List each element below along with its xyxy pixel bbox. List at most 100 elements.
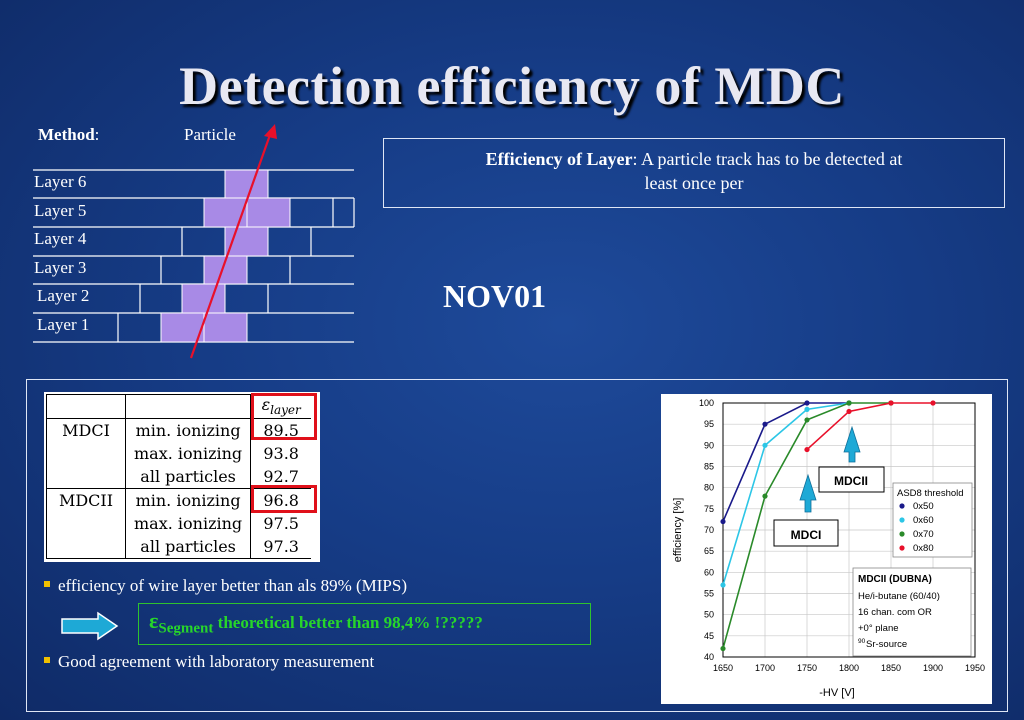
y-tick-label: 80: [704, 483, 714, 493]
efficiency-definition-title: Efficiency of Layer: [485, 149, 633, 169]
data-point: [846, 400, 852, 406]
data-point: [720, 645, 726, 652]
efficiency-definition-box: Efficiency of Layer: A particle track ha…: [383, 138, 1005, 208]
table-cell-condition: max. ionizing: [125, 442, 252, 465]
info-line: 16 chan. com OR: [858, 607, 932, 618]
data-point: [888, 400, 894, 406]
bullet-item: efficiency of wire layer better than als…: [44, 576, 407, 596]
data-point: [720, 518, 726, 525]
table-row: MDCII min. ionizing 96.8: [46, 488, 312, 512]
hit-cell: [203, 312, 248, 343]
efficiency-table-image: εlayer MDCI min. ionizing 89.5 max. ioni…: [44, 392, 320, 562]
hit-cell: [181, 283, 226, 314]
x-tick-label: 1950: [965, 663, 985, 673]
particle-label: Particle: [184, 125, 236, 144]
nov01-label: NOV01: [443, 278, 547, 314]
table-cell-condition: all particles: [125, 535, 252, 559]
data-point: [804, 406, 810, 412]
table-header-epsilon: εlayer: [250, 394, 312, 419]
hit-cell: [203, 197, 248, 228]
layer-label-4: Layer 4: [34, 229, 87, 248]
mdci-annotation: MDCI: [773, 473, 839, 547]
layer-label-3: Layer 3: [34, 258, 87, 277]
legend-entry: 0x70: [913, 529, 934, 540]
y-tick-label: 65: [704, 546, 714, 556]
table-header-row: εlayer: [46, 394, 312, 419]
epsilon-sub: layer: [270, 403, 301, 418]
legend-entry: 0x60: [913, 515, 934, 526]
bullet-square-icon: [44, 657, 50, 664]
method-colon: :: [94, 125, 100, 144]
data-point: [804, 417, 810, 423]
legend-marker: [899, 503, 905, 509]
method-label-text: Method: [38, 125, 95, 144]
efficiency-table: εlayer MDCI min. ionizing 89.5 max. ioni…: [46, 394, 312, 559]
legend-marker: [899, 517, 905, 523]
right-arrow-icon: [61, 611, 119, 641]
table-cell-value: 97.3: [250, 535, 312, 559]
bullet-square-icon: [44, 581, 50, 588]
data-point: [762, 442, 768, 448]
y-tick-label: 45: [704, 631, 714, 641]
table-cell-condition: all particles: [125, 465, 252, 489]
hit-cell: [224, 169, 269, 199]
legend-marker: [899, 545, 905, 551]
y-tick-label: 100: [699, 398, 714, 408]
page-title: Detection efficiency of MDC: [179, 56, 845, 116]
table-cell-value: 92.7: [263, 467, 299, 486]
y-tick-label: 50: [704, 610, 714, 620]
table-row: all particles 92.7: [46, 465, 312, 489]
mdcii-label: MDCII: [834, 474, 868, 488]
data-point: [846, 408, 852, 415]
table-cell-condition: max. ionizing: [125, 512, 252, 535]
results-panel: [26, 379, 1008, 712]
segment-text: theoretical better than 98,4% !?????: [213, 613, 483, 632]
layer-label-1: Layer 1: [37, 315, 90, 334]
hit-cell: [246, 197, 291, 228]
up-arrow-icon: [843, 425, 861, 463]
x-tick-label: 1900: [923, 663, 943, 673]
data-point: [762, 421, 768, 427]
data-point: [804, 400, 810, 406]
info-line: He/i-butane (60/40): [858, 591, 940, 602]
y-tick-label: 70: [704, 525, 714, 535]
data-point: [762, 493, 768, 499]
y-tick-label: 95: [704, 419, 714, 429]
y-tick-label: 90: [704, 440, 714, 450]
x-tick-label: 1800: [839, 663, 859, 673]
efficiency-definition-text: : A particle track has to be detected at: [632, 149, 903, 169]
efficiency-definition-line2: least once per: [644, 173, 744, 193]
series-0x60: [720, 400, 852, 588]
bullet-text: Good agreement with laboratory measureme…: [58, 652, 375, 671]
x-tick-label: 1750: [797, 663, 817, 673]
legend-entry: 0x80: [913, 543, 934, 554]
series-line: [806, 402, 933, 451]
series-0x80: [804, 400, 936, 453]
highlight-box-mdci: [251, 393, 317, 440]
x-tick-label: 1850: [881, 663, 901, 673]
x-axis-label: -HV [V]: [819, 687, 854, 699]
data-point: [930, 400, 936, 406]
y-axis-label: efficiency [%]: [672, 498, 684, 563]
series-0x50: [720, 400, 852, 525]
efficiency-chart: 1650 1700 1750 1800 1850 1900 1950 40 45 50 55 60 65…: [672, 398, 985, 699]
table-cell-detector: MDCII: [46, 488, 126, 512]
mdcii-annotation: MDCII: [818, 425, 885, 493]
series-line: [722, 402, 849, 522]
y-tick-label: 55: [704, 589, 714, 599]
highlight-box-mdcii: [251, 485, 317, 513]
table-cell-value: 97.5: [263, 514, 299, 533]
bullet-item: Good agreement with laboratory measureme…: [44, 652, 374, 672]
layer-label-5: Layer 5: [34, 201, 87, 220]
y-tick-label: 75: [704, 504, 714, 514]
chart-series: [720, 400, 936, 652]
up-arrow-icon: [799, 473, 817, 513]
data-point: [720, 582, 726, 588]
table-cell-condition: min. ionizing: [125, 418, 252, 442]
segment-sub: Segment: [158, 620, 214, 637]
particle-track: [189, 131, 273, 359]
layer-label-2: Layer 2: [37, 286, 90, 305]
table-row: MDCI min. ionizing 89.5: [46, 418, 312, 442]
method-label: Method:: [38, 125, 99, 145]
layer-diagram: [33, 124, 355, 359]
